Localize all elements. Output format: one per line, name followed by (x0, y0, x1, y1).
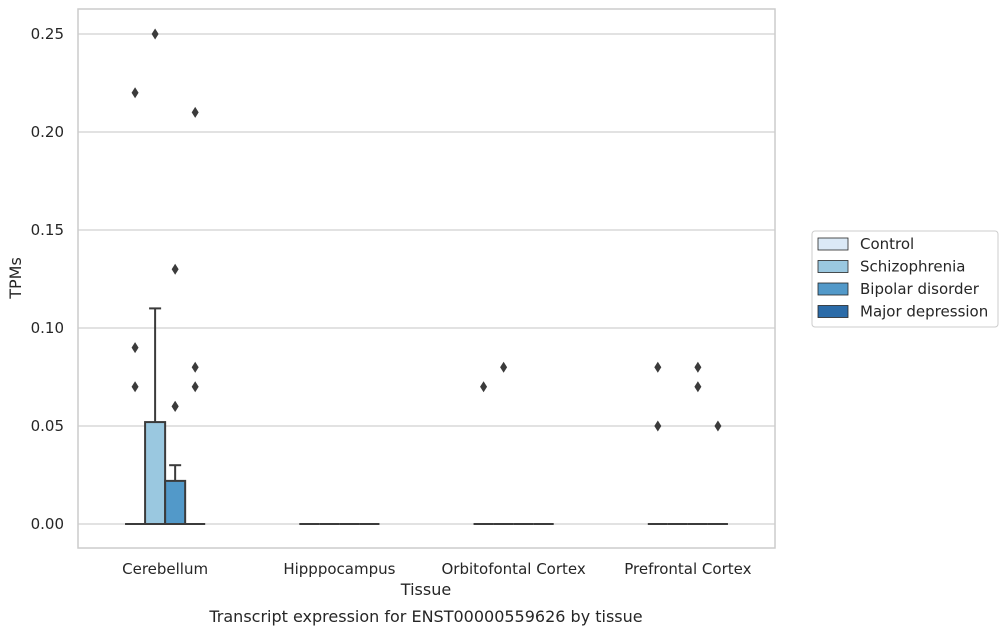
y-axis-title: TPMs (6, 257, 25, 300)
outlier-point (131, 381, 139, 393)
outlier-point (714, 420, 722, 432)
outliers (131, 28, 722, 432)
legend-frame (811, 230, 999, 328)
legend-swatch (817, 260, 849, 273)
legend-entries: Control Schizophrenia Bipolar disorder Majo… (817, 235, 988, 321)
box (144, 421, 167, 525)
x-tick-label: Prefrontal Cortex (624, 560, 751, 578)
boxes (125, 307, 728, 526)
legend-label: Bipolar disorder (860, 280, 980, 298)
outlier-point (480, 381, 488, 393)
x-tick-labels: Cerebellum Hipppocampus Orbitofontal Corte… (122, 560, 751, 578)
x-tick-label: Cerebellum (122, 560, 208, 578)
outlier-point (131, 342, 139, 354)
y-tick-labels: 0.00 0.05 0.10 0.15 0.20 0.25 (31, 25, 64, 533)
legend-label: Schizophrenia (860, 258, 965, 276)
y-tick-label: 0.00 (31, 515, 64, 533)
y-tick-label: 0.25 (31, 25, 64, 43)
outlier-point (171, 263, 179, 275)
outlier-point (694, 381, 702, 393)
box (164, 479, 187, 526)
outlier-point (654, 420, 662, 432)
outlier-point (171, 400, 179, 412)
x-tick-label: Hipppocampus (283, 560, 395, 578)
outlier-point (694, 361, 702, 373)
outlier-point (191, 381, 199, 393)
legend: Control Schizophrenia Bipolar disorder Majo… (811, 230, 999, 328)
outlier-point (191, 361, 199, 373)
legend-swatch (817, 237, 849, 251)
y-tick-label: 0.20 (31, 123, 64, 141)
legend-label: Control (860, 235, 914, 253)
x-axis-title: Tissue (400, 580, 451, 599)
x-tick-label: Orbitofontal Cortex (442, 560, 586, 578)
outlier-point (500, 361, 508, 373)
legend-label: Major depression (860, 303, 988, 321)
plot-frame (77, 8, 776, 549)
y-tick-label: 0.10 (31, 319, 64, 337)
y-tick-label: 0.05 (31, 417, 64, 435)
outlier-point (191, 106, 199, 118)
outlier-point (654, 361, 662, 373)
outlier-point (131, 87, 139, 99)
legend-swatch (817, 282, 849, 296)
outlier-point (151, 28, 159, 40)
legend-swatch (817, 305, 849, 318)
y-tick-label: 0.15 (31, 221, 64, 239)
chart-caption: Transcript expression for ENST0000055962… (208, 607, 642, 626)
